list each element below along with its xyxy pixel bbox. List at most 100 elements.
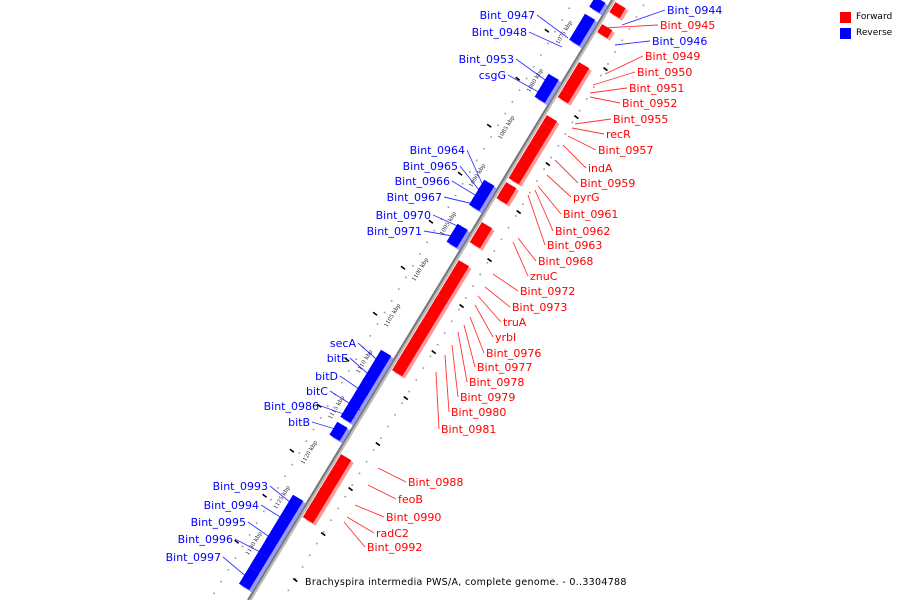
tick-dot <box>585 98 588 100</box>
tick-dot <box>287 589 290 592</box>
tick-dot <box>621 39 624 42</box>
tick-dot <box>319 416 322 419</box>
leader-line <box>571 127 605 135</box>
major-tick <box>320 531 326 537</box>
gene-label: pyrG <box>573 191 600 204</box>
tick-dot <box>454 194 457 197</box>
tick-dot <box>554 30 556 33</box>
tick-dot <box>642 4 645 7</box>
major-tick <box>234 539 240 544</box>
major-tick <box>545 161 551 167</box>
tick-dot <box>408 390 410 393</box>
leader-line <box>477 295 502 323</box>
leader-line <box>435 371 440 430</box>
tick-dot <box>479 273 481 276</box>
major-tick <box>403 395 409 401</box>
tick-dot <box>511 101 514 103</box>
gene-label: Bint_0967 <box>387 191 442 204</box>
tick-dot <box>525 77 528 80</box>
gene-label: Bint_0990 <box>386 511 441 524</box>
tick-dot <box>436 343 439 346</box>
tick-dot <box>561 19 563 21</box>
tick-dot <box>504 112 507 115</box>
major-tick <box>400 265 406 270</box>
gene-label: Bint_0962 <box>555 225 610 238</box>
reverse-gene <box>575 13 596 36</box>
leader-line <box>234 538 261 553</box>
leader-line <box>589 87 628 94</box>
tick-dot <box>529 191 531 194</box>
leader-line <box>222 556 249 579</box>
gene-label: truA <box>503 316 527 329</box>
tick-dot <box>263 510 265 513</box>
tick-dot <box>401 402 403 404</box>
reverse-gene <box>569 29 586 46</box>
tick-dot <box>248 533 251 536</box>
gene-label: bitE <box>327 352 348 365</box>
tick-dot <box>379 437 382 440</box>
tick-dot <box>227 569 230 571</box>
major-tick <box>602 66 608 72</box>
tick-dot <box>291 463 294 466</box>
leader-line <box>621 9 666 26</box>
reverse-gene <box>446 229 465 248</box>
tick-dot <box>539 54 542 56</box>
leader-line <box>528 31 563 48</box>
major-tick <box>515 76 521 81</box>
genome-axis <box>247 0 613 600</box>
tick-dot <box>284 475 286 478</box>
tick-dot <box>419 253 421 255</box>
tick-dot <box>369 335 372 337</box>
leader-line <box>260 504 286 521</box>
legend-forward: Forward <box>840 9 892 25</box>
tick-dot <box>323 531 325 533</box>
gene-label: Bint_0972 <box>520 285 575 298</box>
leader-line <box>614 40 651 46</box>
tick-dot <box>326 405 329 407</box>
forward-gene <box>557 90 573 104</box>
reverse-gene <box>361 349 392 388</box>
tick-dot <box>443 332 446 334</box>
leader-line <box>329 390 361 411</box>
forward-gene <box>536 123 553 139</box>
tick-dot <box>405 276 407 279</box>
leader-line <box>567 135 597 151</box>
tick-dot <box>514 215 517 217</box>
leader-line <box>377 467 407 483</box>
major-tick <box>486 123 492 128</box>
major-tick <box>459 303 465 309</box>
gene-label: Bint_0981 <box>441 423 496 436</box>
leader-line <box>367 484 397 500</box>
tick-dot <box>635 16 638 18</box>
leader-line <box>457 331 468 383</box>
leader-line <box>459 165 484 196</box>
major-tick <box>262 493 268 498</box>
tick-dot <box>476 159 478 162</box>
forward-gene <box>392 360 409 377</box>
tick-dot <box>234 557 237 559</box>
tick-dot <box>568 7 571 10</box>
tick-dot <box>500 238 503 241</box>
tick-dot <box>543 168 545 170</box>
legend-reverse: Reverse <box>840 25 892 41</box>
forward-gene <box>424 307 441 324</box>
leader-line <box>589 96 621 104</box>
gene-label: znuC <box>530 270 558 283</box>
tick-label: 1105 kbp <box>384 303 403 329</box>
gene-label: Bint_0961 <box>563 208 618 221</box>
tick-dot <box>316 542 318 545</box>
tick-dot <box>394 414 396 416</box>
tick-dot <box>458 308 460 311</box>
tick-dot <box>301 566 304 568</box>
leader-line <box>339 375 369 396</box>
reverse-gene <box>258 536 278 558</box>
gene-label: Bint_0980 <box>451 406 506 419</box>
gene-label: Bint_0965 <box>403 160 458 173</box>
tick-dot <box>450 320 453 323</box>
gene-label: recR <box>606 128 631 141</box>
leader-line <box>484 286 511 308</box>
tick-dot <box>383 311 386 314</box>
leader-line <box>343 521 366 548</box>
gene-label: Bint_0950 <box>637 66 692 79</box>
gene-label: Bint_0944 <box>667 4 722 17</box>
